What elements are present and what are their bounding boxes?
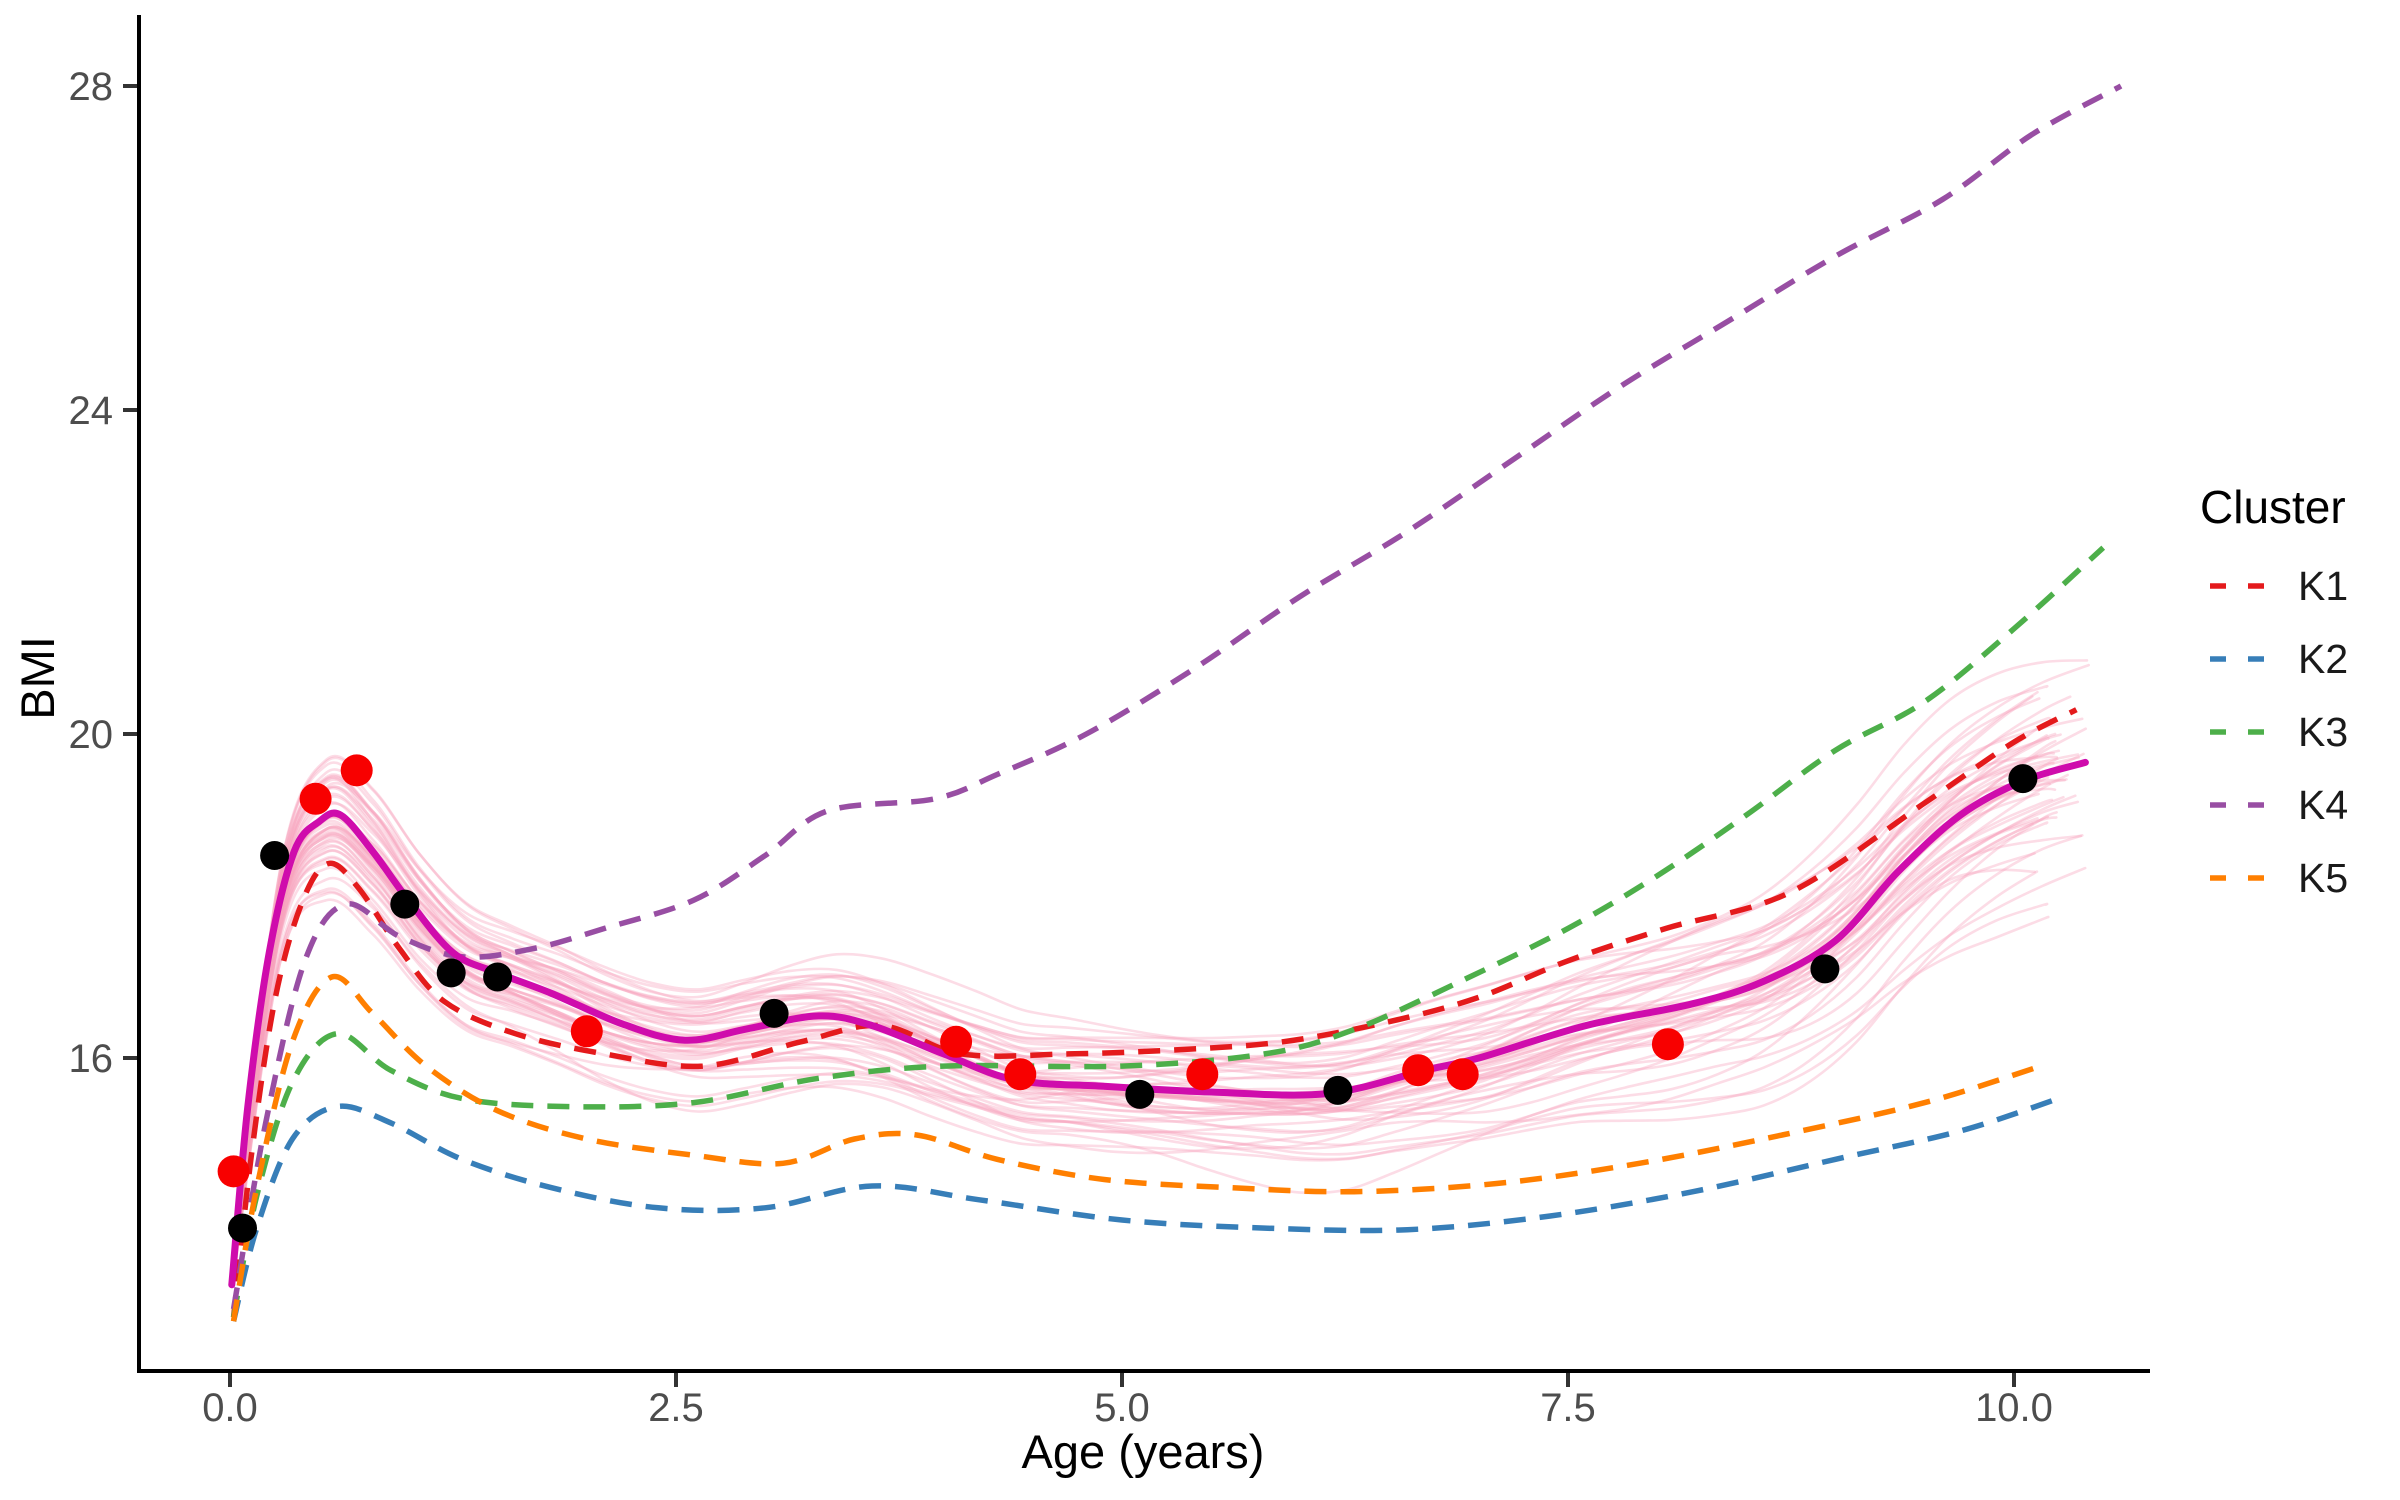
individual-trajectory-line — [232, 697, 2041, 1258]
individual-trajectory-line — [232, 833, 2036, 1270]
y-tick-label: 24 — [69, 389, 114, 433]
axes-layer: 0.0 2.5 5.0 7.5 10.0 16 20 24 28 — [69, 15, 2150, 1430]
black-data-point — [1323, 1075, 1353, 1105]
individual-trajectory-line — [232, 751, 2056, 1268]
individual-trajectory-line — [232, 734, 2048, 1263]
x-tick-label: 5.0 — [1094, 1386, 1150, 1430]
cluster-line-k4 — [230, 83, 2123, 1310]
individual-trajectory-line — [232, 695, 2034, 1260]
individual-trajectory-line — [232, 870, 2039, 1278]
red-data-point — [299, 782, 332, 815]
individual-trajectory-line — [232, 775, 2050, 1269]
red-data-point — [1402, 1054, 1435, 1087]
x-tick-label: 0.0 — [202, 1386, 258, 1430]
legend-label: K3 — [2298, 709, 2348, 755]
black-data-point — [1810, 954, 1840, 984]
legend-item-k4: K4 — [2210, 782, 2348, 828]
individual-trajectory-line — [232, 821, 2049, 1273]
legend-label: K4 — [2298, 782, 2348, 828]
black-data-point — [759, 998, 789, 1028]
black-data-point — [436, 958, 466, 988]
individual-trajectory-line — [232, 724, 2042, 1263]
y-axis-title: BMI — [11, 636, 64, 720]
cluster-lines-layer — [230, 83, 2123, 1322]
individual-trajectory-line — [232, 781, 2052, 1271]
black-data-point — [228, 1213, 257, 1243]
legend: Cluster K1 K2 K3 K4 K5 — [2200, 481, 2348, 901]
individual-trajectory-line — [232, 815, 2050, 1270]
red-data-point — [1186, 1058, 1219, 1091]
legend-label: K5 — [2298, 855, 2348, 901]
individual-trajectory-line — [232, 887, 2049, 1278]
individual-trajectory-line — [232, 663, 2090, 1261]
individual-trajectory-line — [232, 787, 2057, 1271]
black-data-point — [260, 841, 290, 870]
y-tick-label: 28 — [69, 65, 114, 109]
individual-trajectory-line — [232, 811, 2058, 1273]
individual-trajectory-line — [232, 792, 2040, 1265]
legend-label: K1 — [2298, 563, 2348, 609]
data-points-layer — [217, 754, 2038, 1243]
red-data-point — [217, 1155, 250, 1188]
individual-trajectory-line — [232, 716, 2052, 1263]
individual-trajectory-line — [232, 659, 2089, 1258]
black-data-point — [2008, 764, 2038, 794]
individual-trajectory-line — [232, 834, 2083, 1271]
x-axis-title: Age (years) — [1022, 1425, 1265, 1478]
black-data-point — [483, 962, 513, 992]
individual-trajectory-line — [232, 866, 2087, 1274]
individual-trajectory-line — [232, 755, 2058, 1266]
x-tick-label: 10.0 — [1975, 1386, 2053, 1430]
individual-trajectory-line — [232, 739, 2057, 1264]
individual-trajectory-line — [232, 753, 2080, 1261]
individual-trajectory-line — [232, 695, 2072, 1264]
legend-title: Cluster — [2200, 481, 2346, 533]
individual-trajectory-line — [232, 822, 2034, 1270]
individual-trajectory-line — [232, 868, 2036, 1280]
individual-trajectory-line — [232, 816, 2058, 1272]
red-data-point — [940, 1025, 973, 1058]
legend-item-k5: K5 — [2210, 855, 2348, 901]
red-data-point — [1446, 1058, 1479, 1091]
individual-trajectory-line — [232, 733, 2062, 1258]
black-data-point — [1125, 1079, 1155, 1109]
individual-trajectory-line — [232, 778, 2068, 1269]
red-data-point — [1651, 1028, 1684, 1061]
y-tick-label: 16 — [69, 1037, 114, 1081]
individual-trajectory-line — [232, 717, 2084, 1260]
cluster-line-k5 — [230, 973, 2042, 1322]
x-tick-label: 7.5 — [1540, 1386, 1596, 1430]
cluster-line-k2 — [230, 1095, 2060, 1322]
red-data-point — [340, 754, 373, 787]
y-tick-label: 20 — [69, 713, 114, 757]
legend-item-k2: K2 — [2210, 636, 2348, 682]
cluster-line-k1 — [230, 707, 2078, 1318]
individual-trajectory-line — [232, 834, 2084, 1277]
mean-line-layer — [228, 758, 2089, 1289]
individual-trajectory-line — [232, 727, 2087, 1262]
mean-trajectory-line — [228, 758, 2089, 1289]
black-data-point — [390, 889, 420, 919]
individual-trajectory-line — [232, 690, 2039, 1259]
legend-item-k1: K1 — [2210, 563, 2348, 609]
cluster-line-k3 — [230, 545, 2106, 1318]
red-data-point — [1004, 1058, 1037, 1091]
individual-trajectory-line — [232, 732, 2057, 1261]
legend-item-k3: K3 — [2210, 709, 2348, 755]
individual-trajectory-line — [232, 800, 2080, 1272]
individual-trajectory-line — [232, 756, 2081, 1269]
x-tick-label: 2.5 — [648, 1386, 704, 1430]
individual-trajectory-line — [232, 773, 2069, 1270]
individual-trajectory-line — [232, 876, 2050, 1277]
individual-trajectory-line — [232, 795, 2065, 1270]
legend-label: K2 — [2298, 636, 2348, 682]
red-data-point — [570, 1015, 603, 1048]
individual-trajectory-line — [232, 778, 2067, 1268]
